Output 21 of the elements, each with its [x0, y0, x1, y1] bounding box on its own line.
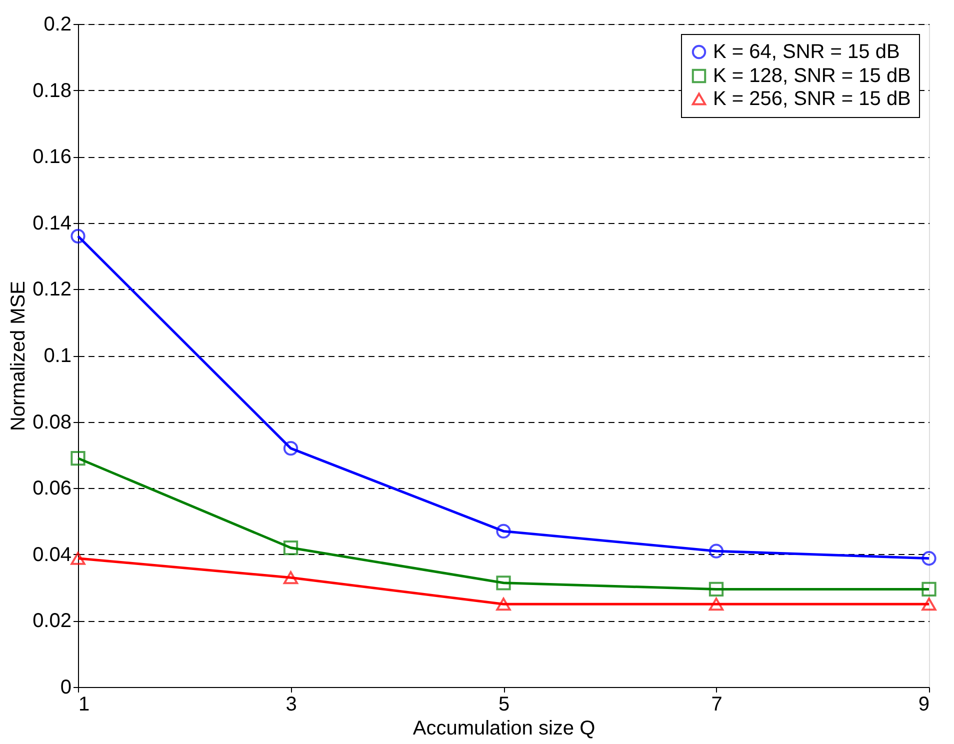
y-tick-label: 0.04 — [32, 544, 72, 566]
legend-label: K = 64, SNR = 15 dB — [713, 41, 900, 63]
y-tick-label: 0.2 — [44, 14, 72, 36]
x-tick-label: 7 — [711, 694, 722, 716]
y-tick-label: 0.16 — [32, 146, 72, 168]
y-tick-label: 0.08 — [32, 411, 72, 434]
y-axis-title: Normalized MSE — [8, 280, 30, 432]
y-tick-label: 0.02 — [32, 610, 72, 632]
x-tick-label: 9 — [918, 694, 930, 716]
legend-label: K = 128, SNR = 15 dB — [713, 65, 911, 87]
x-tick-label: 5 — [498, 694, 510, 716]
x-tick-label: 1 — [78, 694, 90, 716]
y-tick-label: 0.18 — [32, 80, 72, 102]
legend-label: K = 256, SNR = 15 dB — [713, 88, 911, 110]
y-tick-label: 0 — [60, 676, 72, 698]
y-tick-label: 0.12 — [32, 278, 72, 301]
y-tick-label: 0.06 — [32, 478, 72, 500]
y-tick-label: 0.14 — [32, 212, 72, 234]
x-axis-title: Accumulation size Q — [412, 718, 596, 740]
y-tick-label: 0.1 — [44, 345, 72, 367]
x-tick-label: 3 — [286, 694, 297, 716]
